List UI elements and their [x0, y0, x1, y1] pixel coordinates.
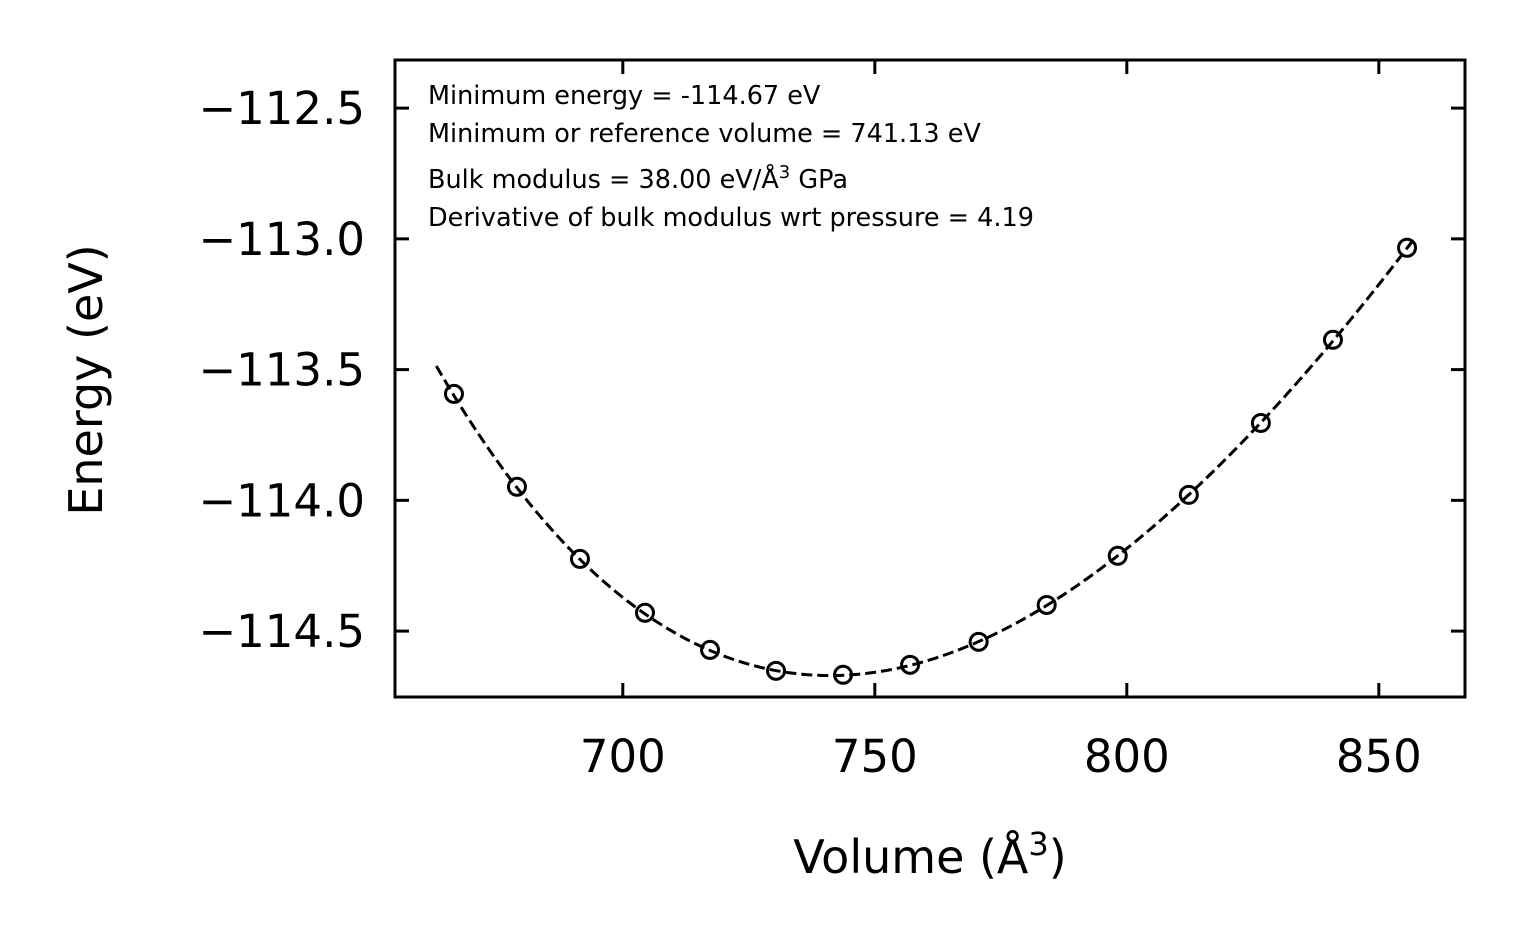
data-point: [900, 654, 921, 675]
y-tick-label: −114.0: [198, 474, 365, 527]
data-point: [634, 602, 655, 623]
y-tick-label: −112.5: [198, 82, 365, 135]
x-axis-label-sup: 3: [1028, 825, 1048, 863]
x-tick-label: 800: [1084, 730, 1170, 783]
data-point: [1397, 237, 1418, 258]
y-tick-label: −113.0: [198, 213, 365, 266]
data-point: [1178, 484, 1199, 505]
data-point: [700, 639, 721, 660]
plot-frame: [393, 58, 1467, 699]
annotation-bulk-modulus-sup: 3: [779, 162, 790, 183]
data-point: [1250, 412, 1271, 433]
axis-ticks: 700 750 800 850 −112.5 −113.0 −113.5 −114.0 −114…: [198, 60, 1465, 783]
data-point: [506, 476, 527, 497]
y-axis-label: Energy (eV): [59, 244, 113, 515]
data-point: [833, 664, 854, 685]
annotation-min-volume: Minimum or reference volume = 741.13 eV: [428, 119, 981, 149]
x-axis-label-text: Volume (Å: [793, 830, 1029, 884]
fit-curve: [435, 237, 1416, 678]
x-tick-label: 700: [580, 730, 666, 783]
data-point: [1107, 545, 1128, 566]
annotation-bulk-modulus-derivative: Derivative of bulk modulus wrt pressure …: [428, 203, 1034, 233]
data-point: [968, 631, 989, 652]
data-point: [1322, 329, 1343, 350]
annotation-bulk-modulus: Bulk modulus = 38.00 eV/Å3 GPa: [428, 162, 848, 195]
y-tick-label: −113.5: [198, 344, 365, 397]
data-point: [569, 548, 590, 569]
x-tick-label: 850: [1336, 730, 1422, 783]
data-point: [1036, 594, 1057, 615]
x-axis-label: Volume (Å3): [793, 825, 1066, 884]
x-tick-label: 750: [832, 730, 918, 783]
annotation-bulk-modulus-tail: GPa: [790, 165, 848, 195]
data-point: [766, 660, 787, 681]
data-point: [443, 383, 464, 404]
y-tick-label: −114.5: [198, 605, 365, 658]
chart-marks: [435, 237, 1418, 685]
annotation-min-energy: Minimum energy = -114.67 eV: [428, 81, 821, 111]
x-axis-label-tail: ): [1049, 830, 1067, 884]
annotation-bulk-modulus-text: Bulk modulus = 38.00 eV/Å: [428, 165, 779, 195]
